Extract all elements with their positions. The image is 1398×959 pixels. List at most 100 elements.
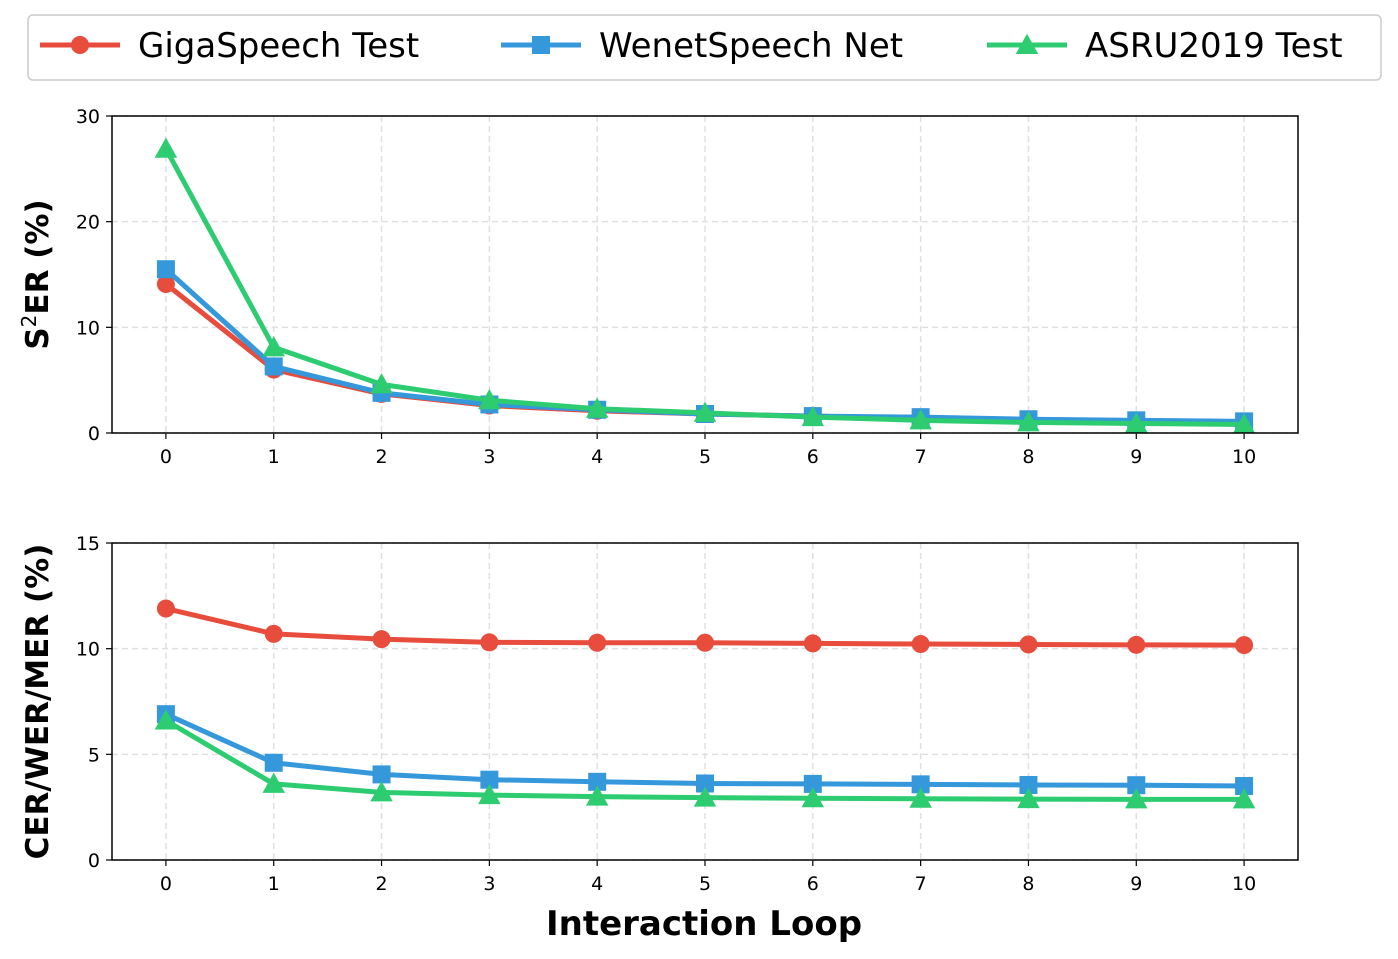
data-point [372,630,391,649]
data-point [156,599,175,618]
data-point [911,635,930,654]
legend-marker-circle-icon [71,36,89,54]
x-tick-label: 9 [1130,873,1142,895]
data-point [480,770,499,789]
y-axis-label-superscript: 2 [17,315,41,328]
data-point [1019,775,1038,794]
data-point [264,357,283,376]
x-tick-label: 0 [160,446,172,468]
data-point [156,260,175,279]
x-tick-label: 2 [375,446,387,468]
legend-entry: ASRU2019 Test [987,26,1343,66]
x-tick-label: 3 [483,446,495,468]
y-axis-label-base: S [20,327,56,349]
x-tick-label: 4 [591,446,603,468]
y-axis-label-rest: ER (%) [20,199,56,314]
data-point [1235,636,1254,655]
legend-label: GigaSpeech Test [138,26,419,66]
legend-marker-square-icon [532,36,550,54]
y-axis-label: CER/WER/MER (%) [20,544,56,860]
data-point [801,787,825,808]
data-point [370,373,393,394]
legend-entry: GigaSpeech Test [40,26,419,66]
x-tick-label: 5 [699,446,711,468]
legend-entry: WenetSpeech Net [501,26,903,66]
series-gigaspeech-test [156,599,1254,655]
data-point [154,709,178,730]
data-point [801,405,825,427]
x-tick-label: 1 [268,446,280,468]
x-tick-label: 7 [915,873,927,895]
data-point [1127,635,1146,654]
data-point [480,633,499,652]
x-tick-label: 9 [1130,446,1142,468]
x-tick-label: 1 [268,873,280,895]
data-point [588,633,607,652]
x-tick-label: 6 [807,446,819,468]
data-point [1232,413,1256,434]
data-point [585,785,609,806]
data-point [156,275,175,294]
data-point [1017,411,1040,432]
legend-marker-triangle-icon [1015,33,1039,54]
x-tick-label: 6 [807,873,819,895]
x-axis-label: Interaction Loop [546,904,862,944]
x-tick-label: 7 [915,446,927,468]
legend-box [27,14,1382,81]
data-point [693,401,717,422]
data-point [909,409,932,430]
x-tick-label: 3 [483,873,495,895]
data-point [803,774,822,793]
x-tick-label: 4 [591,873,603,895]
x-tick-label: 2 [375,873,387,895]
series-asru2019-test [154,137,1256,434]
data-point [1235,777,1254,796]
data-point [262,772,285,793]
x-tick-label: 10 [1232,873,1256,895]
data-point [585,397,609,418]
error-rate-panel: 0 1 2 3 4 5 6 7 8 9 10 0 5 10 15 CER/WER/MER (%) Interac… [20,533,1299,944]
x-tick-label: 8 [1022,446,1034,468]
x-tick-label: 0 [160,873,172,895]
data-point [1019,635,1038,654]
data-point [909,787,932,808]
data-point [803,634,822,653]
x-tick-label: 5 [699,873,711,895]
y-axis-label: S2ER (%) [17,199,56,349]
data-point [264,624,283,643]
data-point [154,137,178,158]
data-point [911,775,930,794]
data-point [696,633,714,652]
legend-label: WenetSpeech Net [599,26,903,66]
y-tick-label: 0 [88,850,100,872]
data-point [1232,788,1256,809]
y-tick-label: 15 [76,533,100,555]
y-tick-label: 20 [76,212,100,234]
data-point [588,772,607,791]
y-tick-label: 5 [88,744,100,766]
data-point [693,786,717,807]
y-tick-label: 10 [76,639,100,661]
plot-frame [111,542,1299,861]
y-tick-label: 30 [76,106,100,128]
data-point [262,336,285,357]
data-point [264,753,283,772]
x-tick-label: 10 [1232,446,1256,468]
data-point [1017,787,1040,809]
x-tick-label: 8 [1022,873,1034,895]
data-point [696,774,714,793]
data-point [478,783,501,805]
legend: GigaSpeech Test WenetSpeech Net ASRU2019 T… [27,14,1382,81]
legend-label: ASRU2019 Test [1085,26,1343,66]
y-tick-label: 10 [76,317,100,339]
series-asru2019-test [154,709,1256,809]
data-point [478,388,501,410]
data-point [370,781,393,802]
data-point [1125,412,1148,433]
data-point [372,765,391,784]
data-point [1127,776,1146,795]
data-point [1125,788,1148,809]
plot-frame [111,115,1299,434]
